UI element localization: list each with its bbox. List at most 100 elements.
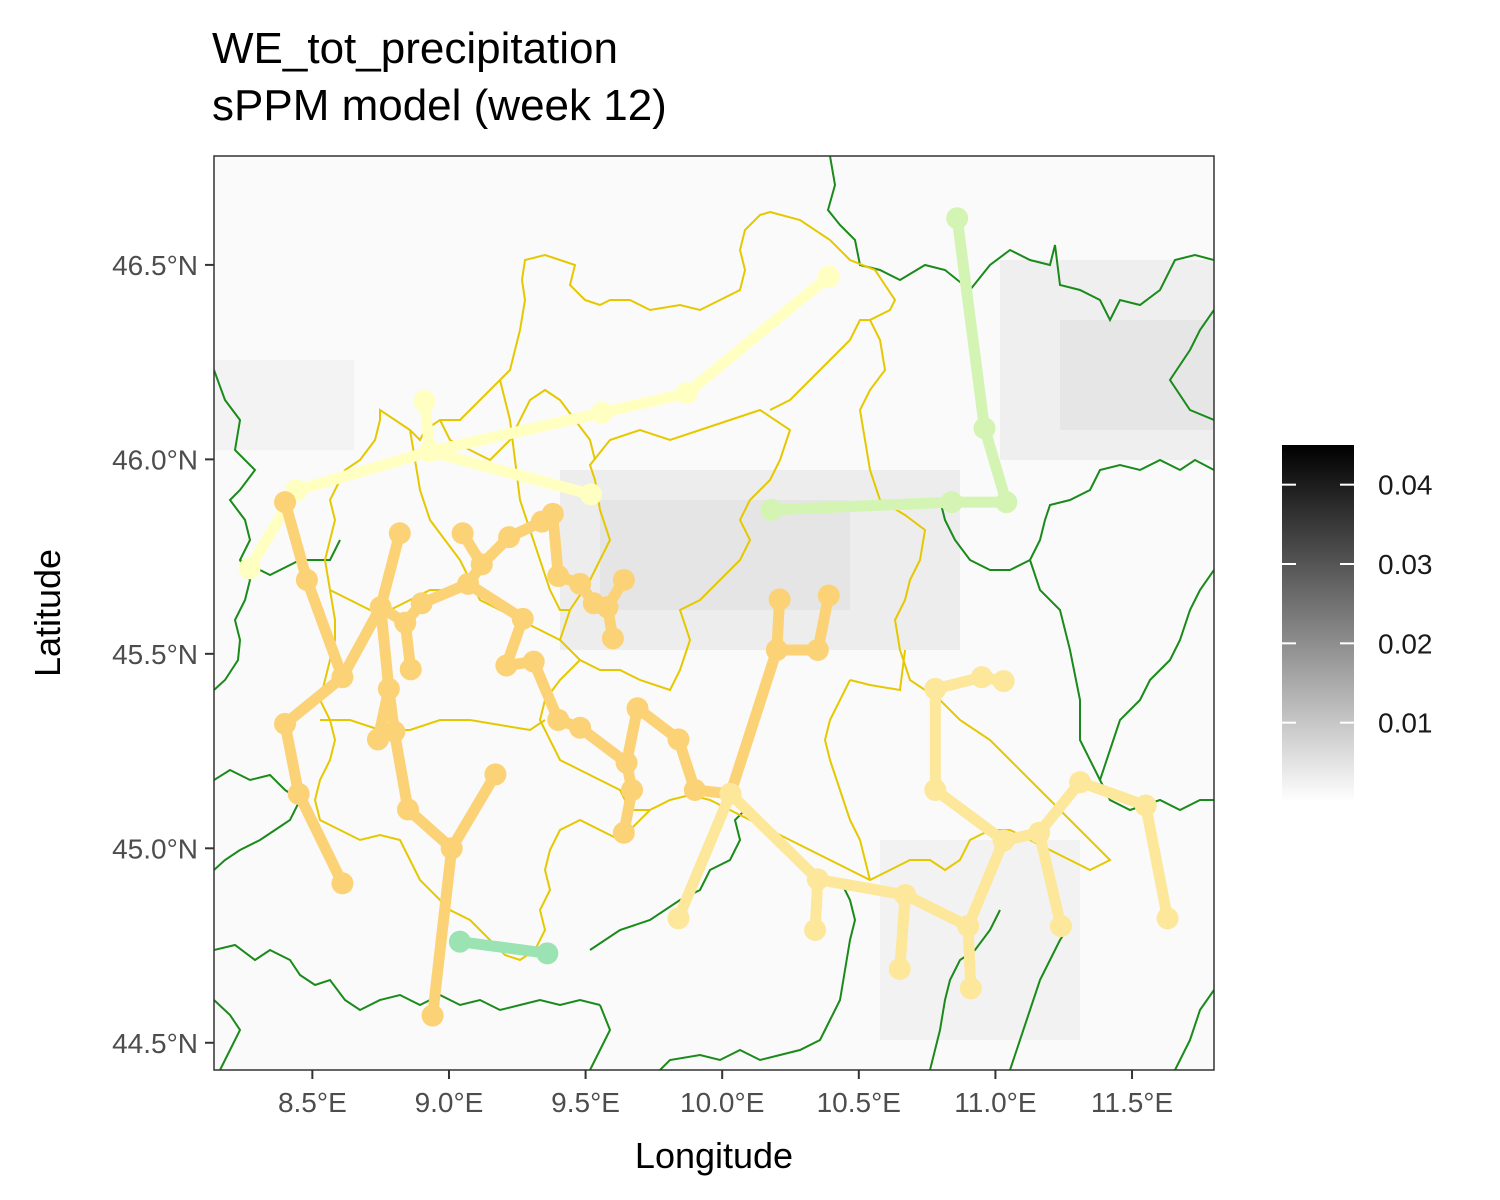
cluster-node <box>804 918 827 941</box>
border-line <box>1098 569 1214 812</box>
cluster-node <box>388 522 411 545</box>
cluster-node <box>448 930 471 953</box>
border-line <box>214 999 242 1070</box>
border-line <box>1174 989 1214 1070</box>
region-outline <box>823 679 871 881</box>
cluster-node <box>451 522 474 545</box>
cluster-edge <box>672 788 736 924</box>
cluster-node <box>331 872 354 895</box>
cluster-edge <box>454 936 553 959</box>
cluster-node <box>1049 915 1072 938</box>
cluster-node <box>621 778 644 801</box>
cluster-node <box>719 782 742 805</box>
cluster-node <box>768 588 791 611</box>
border-line <box>826 156 1214 323</box>
cluster-node <box>806 868 829 891</box>
x-axis: 8.5°E 9.0°E 9.5°E 10.0°E 10.5°E 11.0°E 11.5°E <box>278 1070 1173 1118</box>
cluster-edge <box>724 644 783 800</box>
cluster-node <box>457 572 480 595</box>
cluster-node <box>238 557 261 580</box>
cluster-node <box>615 751 638 774</box>
cluster-edge <box>681 271 835 399</box>
cluster-node <box>495 654 518 677</box>
border-line <box>659 879 857 1070</box>
cluster-node <box>992 829 1015 852</box>
cluster-node <box>536 942 559 965</box>
cluster-node <box>940 491 963 514</box>
colorbar-ticks: 0.01 0.02 0.03 0.04 <box>1282 470 1433 739</box>
cluster-node <box>366 728 389 751</box>
cluster-node <box>331 666 354 689</box>
cluster-node <box>484 763 507 786</box>
cluster-node <box>1156 907 1179 930</box>
cluster-edge <box>894 889 911 975</box>
cluster-node <box>973 417 996 440</box>
cluster-edge <box>375 527 406 613</box>
x-tick-label: 11.0°E <box>954 1087 1036 1118</box>
cluster-node <box>995 491 1018 514</box>
cluster-edge <box>812 873 911 901</box>
chart-title-line1: WE_tot_precipitation <box>212 24 618 73</box>
cluster-node <box>596 596 619 619</box>
cluster-node <box>817 584 840 607</box>
cluster-edge <box>1033 827 1067 932</box>
cluster-edge <box>765 496 958 516</box>
cluster-edge <box>336 601 387 683</box>
cluster-node <box>667 907 690 930</box>
cluster-edge <box>899 889 974 932</box>
cluster-node <box>970 666 993 689</box>
cluster-edge <box>279 671 348 730</box>
cluster-node <box>924 677 947 700</box>
cluster-node <box>511 607 534 630</box>
border-line <box>1029 559 1101 781</box>
colorbar-legend: 0.01 0.02 0.03 0.04 <box>1282 445 1433 802</box>
cluster-node <box>683 778 706 801</box>
cluster-node <box>1134 794 1157 817</box>
neighbor-borders <box>214 156 1214 1070</box>
cluster-node <box>590 401 613 424</box>
cluster-node <box>957 915 980 938</box>
cluster-edge <box>978 422 1012 508</box>
cluster-node <box>377 677 400 700</box>
cluster-node <box>369 596 392 619</box>
density-patch <box>1060 320 1214 430</box>
cluster-node <box>760 498 783 521</box>
x-axis-title: Longitude <box>635 1135 793 1176</box>
cluster-node <box>522 650 545 673</box>
map-panel <box>214 156 1214 1070</box>
y-axis-title: Latitude <box>27 549 68 677</box>
cluster-node <box>817 265 840 288</box>
cluster-node <box>959 977 982 1000</box>
x-tick-label: 8.5°E <box>278 1087 347 1118</box>
cluster-node <box>1069 771 1092 794</box>
border-line <box>214 369 257 691</box>
cluster-node <box>765 638 788 661</box>
chart-title-line2: sPPM model (week 12) <box>212 81 667 130</box>
panel-border <box>213 155 1215 1071</box>
border-line <box>589 809 746 951</box>
region-outline <box>313 210 1112 962</box>
cluster-3 <box>274 491 840 1027</box>
cluster-node <box>612 821 635 844</box>
cluster-1 <box>760 207 1018 521</box>
x-tick-label: 9.5°E <box>551 1087 620 1118</box>
cluster-edge <box>1140 800 1174 924</box>
y-tick-label: 45.5°N <box>112 639 198 670</box>
cluster-node <box>541 502 564 525</box>
legend-label: 0.03 <box>1378 549 1433 580</box>
cluster-edge <box>301 574 348 683</box>
cluster-node <box>470 553 493 576</box>
cluster-0 <box>238 265 840 580</box>
cluster-node <box>547 708 570 731</box>
cluster-node <box>295 568 318 591</box>
cluster-edge <box>424 407 608 458</box>
cluster-edge <box>1074 776 1152 812</box>
cluster-node <box>924 778 947 801</box>
cluster-edge <box>375 601 395 695</box>
border-line <box>929 909 1001 1070</box>
cluster-node <box>440 837 463 860</box>
cluster-node <box>675 382 698 405</box>
cluster-node <box>410 592 433 615</box>
cluster-node <box>946 207 969 230</box>
